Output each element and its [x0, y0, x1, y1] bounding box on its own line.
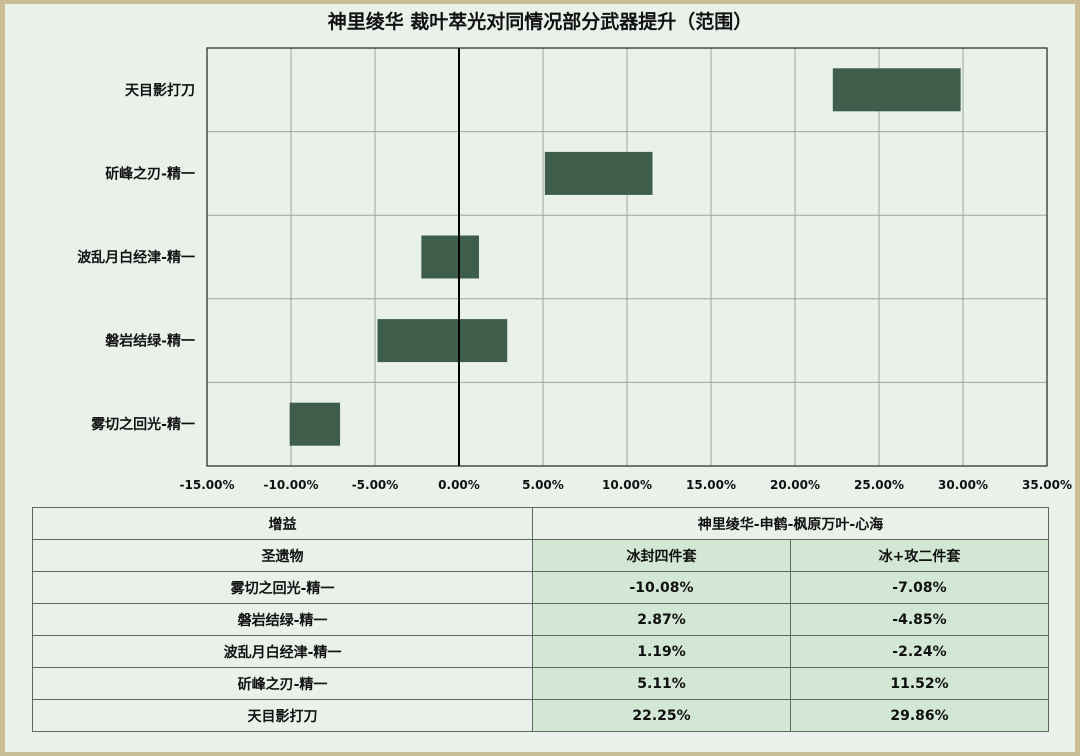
table-row-value-b: -2.24%	[790, 635, 1049, 668]
table-row-name: 雾切之回光-精一	[32, 571, 533, 604]
table-row: 天目影打刀 22.25% 29.86%	[32, 699, 1049, 732]
x-tick-label: 35.00%	[1022, 478, 1072, 492]
table-row: 雾切之回光-精一 -10.08% -7.08%	[32, 571, 1049, 604]
range-bar	[832, 68, 961, 112]
table-col-a-header: 冰封四件套	[532, 539, 791, 572]
table-subheader-label: 圣遗物	[32, 539, 533, 572]
data-table: 增益 神里绫华-申鹤-枫原万叶-心海 圣遗物 冰封四件套 冰+攻二件套 雾切之回…	[32, 507, 1049, 732]
table-row: 斫峰之刃-精一 5.11% 11.52%	[32, 667, 1049, 700]
table-row-name: 斫峰之刃-精一	[32, 667, 533, 700]
range-bar	[421, 235, 479, 279]
table-header-label: 增益	[32, 507, 533, 540]
table-header-group: 神里绫华-申鹤-枫原万叶-心海	[532, 507, 1049, 540]
x-tick-label: -15.00%	[180, 478, 235, 492]
table-row-value-b: -4.85%	[790, 603, 1049, 636]
x-tick-label: -10.00%	[264, 478, 319, 492]
table-row-value-a: 1.19%	[532, 635, 791, 668]
chart-title: 神里绫华 裁叶萃光对同情况部分武器提升（范围）	[327, 11, 753, 33]
table-row-name: 波乱月白经津-精一	[32, 635, 533, 668]
table-row-value-b: 11.52%	[790, 667, 1049, 700]
table-subheader-row: 圣遗物 冰封四件套 冰+攻二件套	[32, 539, 1049, 572]
category-label: 磐岩结绿-精一	[104, 333, 195, 350]
x-tick-label: 10.00%	[602, 478, 652, 492]
category-label: 天目影打刀	[125, 82, 195, 99]
x-tick-label: 15.00%	[686, 478, 736, 492]
range-bar	[544, 151, 653, 195]
x-tick-label: 0.00%	[438, 478, 480, 492]
plot-border	[206, 47, 1048, 467]
table-header-row: 增益 神里绫华-申鹤-枫原万叶-心海	[32, 507, 1049, 540]
x-tick-label: -5.00%	[352, 478, 399, 492]
table-row-value-a: 5.11%	[532, 667, 791, 700]
table-row-name: 天目影打刀	[32, 699, 533, 732]
table-row-value-a: -10.08%	[532, 571, 791, 604]
category-label: 斫峰之刃-精一	[105, 165, 195, 182]
table-row-value-a: 2.87%	[532, 603, 791, 636]
range-bar	[377, 319, 508, 363]
table-row-value-a: 22.25%	[532, 699, 791, 732]
range-bar	[289, 402, 341, 446]
range-bar-chart: -15.00% -10.00% -5.00% 0.00% 5.00% 10.00% 15.0…	[77, 47, 1072, 492]
table-row: 波乱月白经津-精一 1.19% -2.24%	[32, 635, 1049, 668]
category-label: 波乱月白经津-精一	[77, 249, 195, 266]
x-tick-label: 5.00%	[522, 478, 564, 492]
table-row-value-b: -7.08%	[790, 571, 1049, 604]
table-col-b-header: 冰+攻二件套	[790, 539, 1049, 572]
table-row-value-b: 29.86%	[790, 699, 1049, 732]
category-label: 雾切之回光-精一	[90, 416, 195, 433]
x-tick-label: 30.00%	[938, 478, 988, 492]
table-row-name: 磐岩结绿-精一	[32, 603, 533, 636]
x-tick-label: 20.00%	[770, 478, 820, 492]
x-tick-label: 25.00%	[854, 478, 904, 492]
table-row: 磐岩结绿-精一 2.87% -4.85%	[32, 603, 1049, 636]
